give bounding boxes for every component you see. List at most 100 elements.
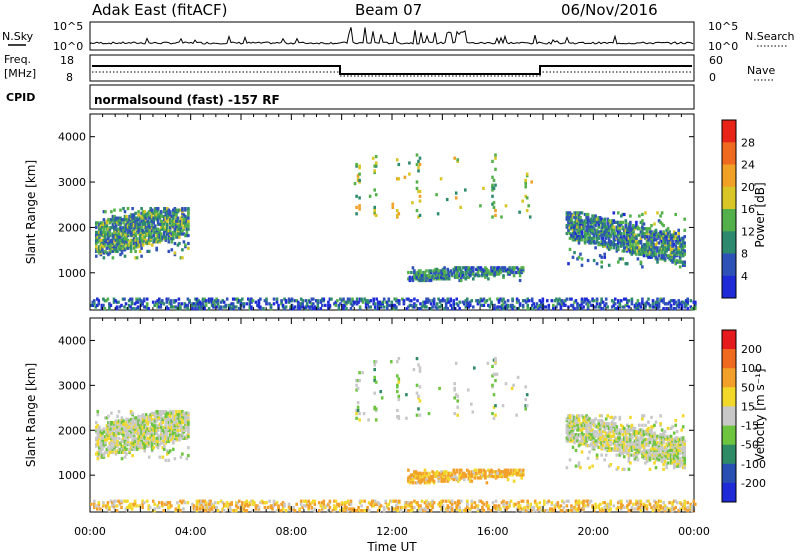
heatmap-cell — [476, 476, 480, 480]
heatmap-cell — [505, 269, 508, 273]
heatmap-cell — [95, 436, 98, 440]
heatmap-cell — [591, 219, 594, 223]
heatmap-cell — [176, 413, 180, 417]
heatmap-cell — [662, 447, 665, 451]
heatmap-cell — [681, 300, 685, 304]
heatmap-cell — [135, 424, 139, 428]
heatmap-cell — [123, 210, 127, 214]
heatmap-cell — [401, 297, 404, 301]
heatmap-cell — [458, 278, 461, 283]
heatmap-cell — [659, 246, 662, 250]
heatmap-cell — [312, 302, 315, 306]
heatmap-cell — [594, 228, 597, 232]
heatmap-cell — [648, 458, 652, 462]
heatmap-cell — [659, 220, 662, 224]
heatmap-cell — [663, 448, 667, 452]
heatmap-cell — [102, 256, 106, 260]
heatmap-cell — [644, 441, 647, 445]
heatmap-cell — [218, 305, 221, 309]
heatmap-cell — [490, 269, 493, 273]
heatmap-cell — [185, 421, 189, 425]
heatmap-cell — [134, 232, 137, 236]
heatmap-cell — [111, 234, 115, 238]
heatmap-cell — [494, 473, 498, 477]
heatmap-cell — [99, 241, 103, 246]
heatmap-cell — [101, 245, 104, 249]
heatmap-cell — [505, 303, 508, 307]
heatmap-cell — [146, 444, 149, 448]
heatmap-cell — [114, 299, 117, 303]
heatmap-cell — [416, 481, 419, 485]
heatmap-cell — [656, 300, 659, 304]
heatmap-cell — [665, 235, 668, 239]
heatmap-cell — [182, 416, 186, 420]
heatmap-cell — [113, 438, 116, 442]
heatmap-cell — [116, 449, 119, 453]
heatmap-cell — [185, 303, 188, 307]
heatmap-cell — [358, 297, 362, 301]
heatmap-cell — [275, 297, 279, 301]
heatmap-cell — [160, 234, 163, 238]
heatmap-cell — [466, 275, 469, 279]
heatmap-cell — [659, 235, 662, 239]
heatmap-cell — [167, 229, 171, 233]
heatmap-cell — [163, 416, 166, 420]
heatmap-cell — [582, 305, 585, 309]
heatmap-cell — [663, 239, 667, 244]
heatmap-cell — [653, 447, 656, 451]
heatmap-cell — [653, 439, 656, 443]
heatmap-cell — [604, 425, 608, 429]
heatmap-cell — [384, 300, 388, 304]
heatmap-cell — [163, 218, 166, 222]
heatmap-cell — [117, 419, 121, 423]
heatmap-cell — [119, 419, 122, 423]
heatmap-cell — [497, 266, 501, 270]
heatmap-cell — [490, 300, 493, 304]
heatmap-cell — [191, 302, 194, 306]
heatmap-cell — [665, 247, 668, 251]
heatmap-cell — [124, 499, 128, 503]
heatmap-cell — [423, 478, 427, 482]
heatmap-cell — [141, 234, 145, 238]
heatmap-cell — [573, 441, 576, 445]
heatmap-cell — [129, 446, 133, 450]
heatmap-cell — [434, 471, 437, 475]
heatmap-cell — [600, 235, 603, 239]
heatmap-cell — [540, 305, 543, 309]
heatmap-cell — [614, 428, 617, 432]
heatmap-cell — [512, 274, 516, 278]
heatmap-cell — [641, 444, 644, 448]
heatmap-cell — [645, 300, 649, 304]
heatmap-cell — [173, 435, 177, 439]
heatmap-cell — [127, 504, 131, 508]
heatmap-cell — [497, 299, 501, 303]
heatmap-cell — [443, 307, 446, 311]
heatmap-cell — [579, 439, 582, 443]
heatmap-cell — [686, 307, 689, 311]
y-tick-label: 1000 — [58, 267, 86, 280]
heatmap-cell — [565, 224, 569, 228]
heatmap-cell — [482, 186, 485, 190]
heatmap-cell — [152, 211, 155, 215]
heatmap-cell — [482, 269, 486, 273]
nave-tick-bottom: 0 — [709, 71, 716, 84]
heatmap-cell — [642, 235, 646, 239]
heatmap-cell — [665, 442, 668, 446]
heatmap-cell — [657, 442, 661, 446]
heatmap-cell — [150, 208, 154, 212]
heatmap-cell — [488, 305, 492, 309]
heatmap-cell — [113, 444, 116, 448]
nsky-label: N.Sky — [2, 30, 34, 43]
heatmap-cell — [415, 186, 419, 190]
heatmap-cell — [108, 234, 112, 238]
heatmap-cell — [568, 217, 572, 221]
heatmap-cell — [666, 450, 670, 454]
heatmap-cell — [604, 297, 608, 301]
heatmap-cell — [626, 262, 629, 266]
heatmap-cell — [425, 305, 428, 309]
heatmap-cell — [603, 224, 606, 228]
heatmap-cell — [636, 458, 640, 462]
heatmap-cell — [166, 216, 169, 220]
heatmap-cell — [607, 434, 611, 438]
heatmap-cell — [458, 300, 461, 304]
